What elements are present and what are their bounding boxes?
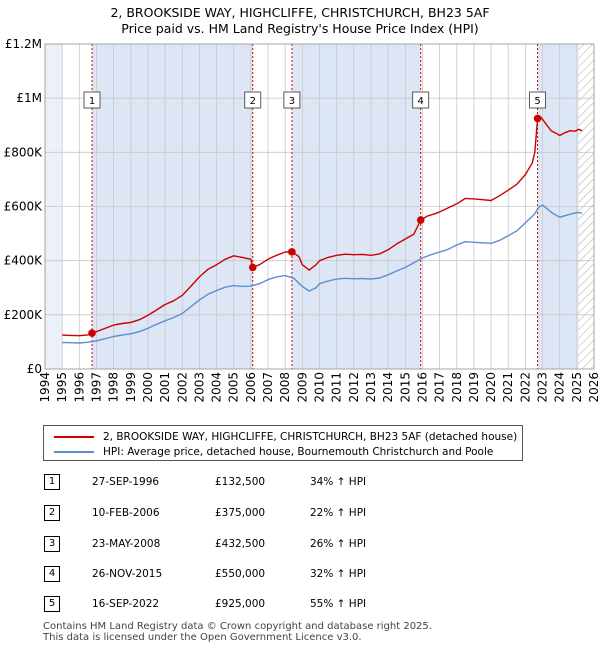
series-line: [62, 204, 583, 344]
transaction-date: 16-SEP-2022: [92, 598, 160, 610]
x-tick-label: 2020: [484, 372, 498, 403]
y-tick-label: £200K: [4, 308, 44, 322]
sale-number-label: 1: [89, 96, 95, 107]
transaction-date: 10-FEB-2006: [92, 507, 160, 519]
legend: 2, BROOKSIDE WAY, HIGHCLIFFE, CHRISTCHUR…: [43, 425, 523, 461]
transaction-hpi-change: 22% ↑ HPI: [310, 507, 367, 519]
sale-point: [288, 248, 296, 256]
plot-frame: [44, 43, 595, 370]
x-tick-label: 1997: [89, 372, 103, 403]
transaction-price: £432,500: [215, 538, 266, 550]
x-tick-label: 2008: [278, 372, 292, 403]
transaction-date: 23-MAY-2008: [92, 538, 161, 550]
sale-number-box: [83, 91, 101, 109]
x-tick-label: 2026: [587, 372, 600, 403]
sale-point: [416, 216, 425, 224]
sale-number-box: [244, 91, 262, 109]
chart-title-line1: 2, BROOKSIDE WAY, HIGHCLIFFE, CHRISTCHUR…: [110, 5, 490, 20]
legend-swatch-hpi: [54, 450, 94, 453]
transaction-number: 5: [44, 596, 60, 612]
future-hatch: [91, 44, 594, 369]
x-tick-label: 2001: [158, 372, 172, 403]
chart-title-line2: Price paid vs. HM Land Registry's House …: [121, 21, 479, 36]
legend-item-hpi: HPI: Average price, detached house, Bour…: [54, 444, 493, 459]
sale-number-label: 5: [534, 96, 540, 107]
series-lines: [62, 116, 583, 344]
transaction-number: 4: [44, 566, 60, 582]
legend-item-property: 2, BROOKSIDE WAY, HIGHCLIFFE, CHRISTCHUR…: [54, 429, 517, 444]
x-tick-label: 2021: [501, 372, 515, 403]
sale-number-box: [412, 91, 430, 109]
y-tick-label: £1.2M: [5, 37, 42, 51]
sale-point: [533, 114, 542, 123]
y-tick-label: £0: [27, 362, 42, 376]
footer-licence: This data is licensed under the Open Gov…: [43, 632, 362, 643]
x-tick-label: 2003: [192, 372, 206, 403]
sale-point: [88, 329, 96, 337]
footer-copyright: Contains HM Land Registry data © Crown c…: [43, 621, 432, 632]
x-tick-label: 2000: [141, 372, 155, 403]
sale-number-label: 3: [289, 96, 295, 107]
x-tick-label: 2016: [415, 372, 429, 403]
y-tick-label: £1M: [16, 91, 42, 105]
x-tick-label: 2011: [330, 372, 344, 403]
transaction-price: £925,000: [215, 598, 266, 610]
x-tick-label: 1994: [38, 372, 52, 403]
legend-label-property: 2, BROOKSIDE WAY, HIGHCLIFFE, CHRISTCHUR…: [103, 430, 518, 443]
transaction-number: 3: [44, 536, 60, 552]
x-tick-label: 1995: [55, 372, 69, 403]
x-tick-label: 2012: [347, 372, 361, 403]
legend-swatch-property: [54, 435, 94, 438]
transaction-price: £550,000: [215, 568, 266, 580]
x-tick-label: 2022: [518, 372, 532, 403]
x-tick-label: 2007: [261, 372, 275, 403]
x-tick-label: 1996: [72, 372, 86, 403]
transaction-date: 26-NOV-2015: [92, 568, 163, 580]
sale-point: [248, 263, 257, 272]
transaction-hpi-change: 34% ↑ HPI: [310, 476, 367, 488]
transaction-number: 2: [44, 505, 60, 521]
y-tick-label: £400K: [4, 254, 44, 268]
x-tick-label: 2018: [450, 372, 464, 403]
x-tick-label: 2004: [210, 372, 224, 403]
x-tick-label: 2009: [295, 372, 309, 403]
sale-number-label: 4: [418, 96, 424, 107]
x-tick-label: 2013: [364, 372, 378, 403]
x-tick-label: 2024: [553, 372, 567, 403]
sale-markers: 1 2 3 4 5: [83, 91, 546, 337]
transaction-hpi-change: 32% ↑ HPI: [310, 568, 367, 580]
transaction-price: £132,500: [215, 476, 266, 488]
transaction-date: 27-SEP-1996: [92, 476, 160, 488]
x-tick-label: 2006: [244, 372, 258, 403]
sale-number-label: 2: [250, 96, 256, 107]
legend-label-hpi: HPI: Average price, detached house, Bour…: [103, 445, 494, 458]
x-tick-label: 2015: [398, 372, 412, 403]
x-tick-label: 2014: [381, 372, 395, 403]
x-tick-label: 2017: [433, 372, 447, 403]
y-tick-label: £600K: [4, 200, 44, 214]
y-tick-label: £800K: [4, 145, 44, 159]
x-tick-label: 2025: [570, 372, 584, 403]
x-tick-label: 1998: [107, 372, 121, 403]
series-line: [62, 116, 583, 337]
future-region: [578, 44, 594, 369]
sale-number-box: [529, 91, 546, 109]
x-tick-label: 2005: [227, 372, 241, 403]
transaction-price: £375,000: [215, 507, 266, 519]
x-tick-label: 2019: [467, 372, 481, 403]
transaction-hpi-change: 26% ↑ HPI: [310, 538, 367, 550]
x-tick-label: 2023: [536, 372, 550, 403]
x-tick-label: 1999: [124, 372, 138, 403]
sale-number-box: [283, 91, 301, 109]
x-tick-label: 2010: [313, 372, 327, 403]
transaction-hpi-change: 55% ↑ HPI: [310, 598, 367, 610]
x-tick-label: 2002: [175, 372, 189, 403]
transaction-number: 1: [44, 474, 60, 490]
